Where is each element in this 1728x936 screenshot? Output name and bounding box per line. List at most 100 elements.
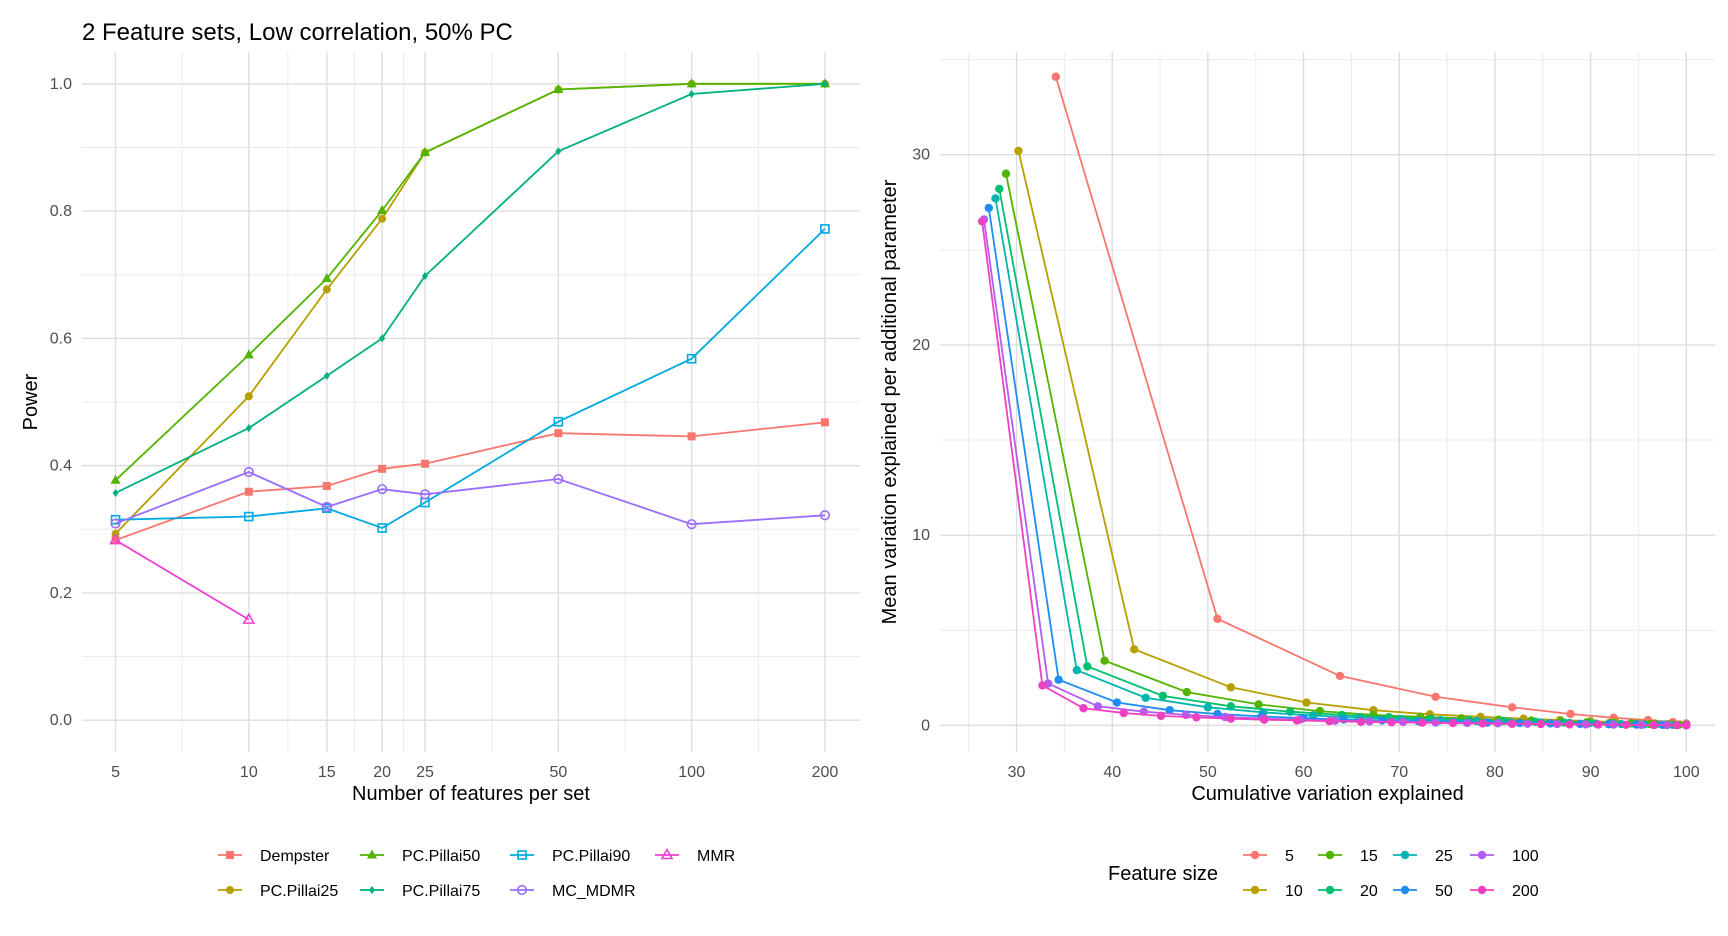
data-point — [1325, 716, 1334, 726]
series-line — [983, 219, 1687, 727]
y-axis-label: Power — [20, 373, 42, 430]
data-point — [1119, 708, 1128, 718]
data-point — [109, 532, 122, 545]
legend-key-marker — [1250, 885, 1260, 895]
data-point — [1203, 703, 1213, 712]
series-line — [987, 207, 1687, 726]
legend-key-marker — [660, 847, 674, 860]
legend-item-pc-pillai90: PC.Pillai90 — [510, 848, 630, 865]
data-point — [553, 84, 564, 94]
data-point — [1377, 716, 1387, 725]
legend-label: 200 — [1512, 883, 1539, 900]
data-point — [377, 204, 388, 214]
legend-item-10: 10 — [1243, 883, 1303, 900]
power-chart: 0.0 0.2 0.4 0.6 0.8 1.0 5 10 15 20 25 50 100 200 Numbe… — [20, 52, 860, 900]
data-point — [1448, 718, 1458, 728]
power-gridlines — [82, 52, 860, 752]
data-point — [1507, 719, 1517, 729]
data-point — [378, 214, 387, 223]
data-point — [991, 194, 1000, 203]
data-point — [1387, 718, 1396, 727]
y-tick-label: 0 — [921, 717, 930, 734]
y-tick-label: 0.2 — [50, 585, 72, 602]
legend-key-marker — [1477, 850, 1487, 860]
y-tick-label: 30 — [912, 147, 930, 164]
series-line — [1005, 173, 1687, 726]
data-point — [421, 459, 430, 468]
series-line — [115, 228, 826, 529]
data-point — [1054, 675, 1063, 684]
data-point — [1141, 693, 1150, 702]
data-point — [977, 217, 987, 226]
data-point — [245, 424, 252, 433]
x-tick-label: 100 — [678, 764, 705, 781]
series-feature-size-10 — [1014, 146, 1691, 729]
legend-item-20: 20 — [1318, 883, 1378, 900]
y-tick-label: 0.4 — [50, 458, 72, 475]
data-point — [420, 147, 431, 157]
data-point — [1182, 687, 1192, 697]
series-feature-size-15 — [1001, 169, 1691, 730]
series-feature-size-5 — [1051, 72, 1691, 728]
data-point — [1682, 721, 1691, 730]
data-point — [1083, 662, 1092, 671]
series-feature-size-50 — [984, 203, 1691, 730]
figure-title: 2 Feature sets, Low correlation, 50% PC — [82, 19, 513, 46]
data-point — [321, 273, 332, 283]
data-point — [984, 203, 993, 213]
x-tick-label: 25 — [416, 764, 434, 781]
legend-item-mmr: MMR — [655, 847, 735, 865]
data-point — [377, 484, 388, 495]
y-tick-label: 0.8 — [50, 203, 72, 220]
data-point — [1038, 681, 1047, 690]
data-point — [244, 487, 253, 496]
data-point — [379, 334, 386, 343]
series-dempster — [111, 418, 829, 545]
series-feature-size-25 — [991, 194, 1691, 730]
data-point — [1431, 692, 1440, 702]
data-point — [1507, 703, 1517, 712]
legend-key-marker — [1477, 885, 1487, 895]
y-tick-label: 1.0 — [50, 76, 72, 93]
x-tick-label: 200 — [812, 764, 839, 781]
data-point — [820, 224, 830, 234]
legend-key-marker — [1325, 885, 1335, 895]
legend-label: 100 — [1512, 848, 1539, 865]
y-tick-label: 10 — [912, 527, 930, 544]
legend-label: PC.Pillai75 — [402, 883, 480, 900]
data-point — [1594, 720, 1603, 729]
data-point — [1478, 719, 1487, 728]
data-point — [1649, 720, 1658, 730]
legend-key-marker — [516, 884, 528, 896]
data-point — [553, 473, 564, 485]
data-point — [1335, 671, 1345, 681]
series-pc-pillai25 — [111, 79, 829, 538]
data-point — [1226, 683, 1236, 692]
data-point — [1254, 700, 1263, 709]
series-pc-pillai75 — [112, 79, 828, 497]
data-point — [819, 510, 831, 521]
data-point — [1093, 702, 1103, 711]
legend-key-marker — [367, 849, 377, 859]
data-point — [378, 464, 387, 473]
legend-key-marker — [369, 886, 375, 894]
legend-label: MMR — [697, 848, 735, 865]
x-tick-label: 90 — [1582, 764, 1600, 781]
series-line — [1017, 150, 1687, 726]
legend-key-marker — [1250, 850, 1260, 860]
x-tick-label: 15 — [318, 764, 336, 781]
x-tick-label: 10 — [240, 764, 258, 781]
data-point — [242, 612, 256, 624]
variation-gridlines — [940, 52, 1715, 752]
legend-key-marker — [1400, 885, 1410, 895]
x-tick-label: 30 — [1008, 764, 1026, 781]
data-point — [321, 501, 332, 513]
legend-item-pc-pillai50: PC.Pillai50 — [360, 848, 480, 865]
data-point — [244, 511, 254, 522]
x-tick-label: 80 — [1486, 764, 1504, 781]
series-line — [115, 82, 825, 494]
data-point — [687, 432, 696, 441]
data-point — [243, 349, 254, 359]
legend-label: PC.Pillai50 — [402, 848, 480, 865]
